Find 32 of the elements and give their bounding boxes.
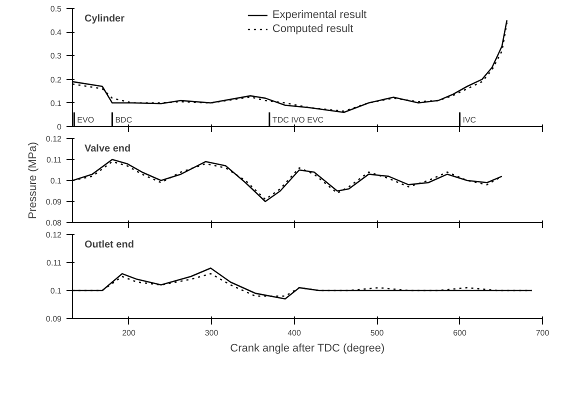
y-tick-label: 0.1 [50,98,62,108]
y-axis-title: Pressure (MPa) [26,142,39,220]
text: Valve end [84,144,131,154]
ref-line-label: BDC [115,116,132,124]
y-tick-label: 0.09 [46,314,62,324]
x-axis-title: Crank angle after TDC (degree) [230,342,385,354]
y-tick-label: 0.12 [46,134,62,144]
y-tick-label: 0.12 [46,230,62,240]
x-tick-label: 500 [370,328,384,338]
x-tick-label: 600 [453,328,467,338]
y-tick-label: 0 [57,122,62,132]
x-tick-label: 300 [204,328,219,338]
x-tick-label: 200 [122,328,136,338]
y-tick-label: 0.11 [46,258,62,268]
ref-line-label: TDC IVO EVC [272,116,324,124]
legend-label: Experimental result [272,8,367,22]
y-tick-label: 0.09 [46,198,62,206]
y-tick-label: 0.3 [50,52,62,61]
ref-line-label: EVO [77,116,94,124]
y-tick-label: 0.08 [46,218,62,228]
legend-label: Computed result [272,22,354,36]
x-tick-label: 700 [536,328,550,338]
y-tick-label: 0.5 [50,4,62,14]
y-tick-label: 0.11 [46,156,62,164]
x-tick-label: 400 [288,328,302,338]
ref-line-label: IVC [462,116,476,124]
y-tick-label: 0.1 [50,176,62,186]
text: Outlet end [84,240,134,250]
text: Cylinder [84,14,125,24]
y-tick-label: 0.4 [50,28,62,38]
y-tick-label: 0.2 [50,75,62,84]
y-tick-label: 0.1 [50,286,62,296]
